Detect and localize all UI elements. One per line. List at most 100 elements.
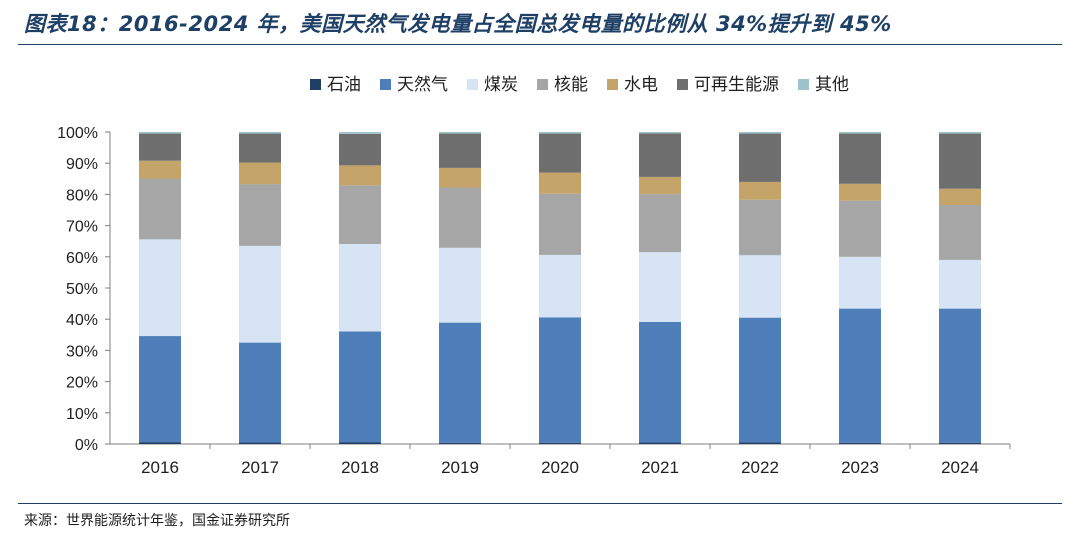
legend-item: 可再生能源 bbox=[677, 75, 779, 95]
x-tick-label: 2019 bbox=[441, 458, 479, 477]
bar-stack bbox=[439, 132, 481, 444]
bar-stack bbox=[139, 132, 181, 444]
bar-segment bbox=[239, 184, 281, 246]
legend-label: 石油 bbox=[327, 75, 361, 95]
bar-segment bbox=[439, 442, 481, 444]
bar-stack bbox=[739, 132, 781, 444]
bar-segment bbox=[539, 193, 581, 255]
bar-segment bbox=[239, 442, 281, 444]
bar-segment bbox=[239, 133, 281, 163]
bar-segment bbox=[539, 132, 581, 134]
x-tick-label: 2017 bbox=[241, 458, 279, 477]
bar-stack bbox=[539, 132, 581, 444]
bar-segment bbox=[439, 132, 481, 134]
y-tick-label: 60% bbox=[66, 250, 98, 267]
bar-segment bbox=[139, 133, 181, 161]
legend-label: 水电 bbox=[624, 75, 658, 95]
bar-segment bbox=[439, 322, 481, 443]
bar-segment bbox=[739, 181, 781, 200]
x-tick-label: 2020 bbox=[541, 458, 579, 477]
bar-segment bbox=[639, 252, 681, 323]
bar-segment bbox=[739, 133, 781, 182]
bar-segment bbox=[639, 442, 681, 444]
y-tick-label: 0% bbox=[75, 437, 98, 454]
bar-segment bbox=[839, 200, 881, 257]
legend-label: 其他 bbox=[815, 75, 849, 95]
bar-stack bbox=[839, 132, 881, 444]
bar-segment bbox=[739, 255, 781, 318]
bar-segment bbox=[139, 132, 181, 134]
bar-segment bbox=[639, 132, 681, 134]
y-tick-label: 90% bbox=[66, 156, 98, 173]
bar-segment bbox=[339, 185, 381, 245]
legend-swatch bbox=[467, 79, 478, 90]
bar-segment bbox=[239, 342, 281, 443]
y-tick-label: 50% bbox=[66, 281, 98, 298]
legend-item: 其他 bbox=[798, 75, 849, 95]
bar-segment bbox=[439, 247, 481, 323]
bar-segment bbox=[439, 187, 481, 248]
bar-segment bbox=[439, 133, 481, 168]
legend-swatch bbox=[380, 79, 391, 90]
bar-segment bbox=[739, 442, 781, 444]
bar-segment bbox=[839, 183, 881, 201]
x-tick-label: 2023 bbox=[841, 458, 879, 477]
bar-segment bbox=[939, 442, 981, 444]
bar-segment bbox=[339, 244, 381, 332]
title-rule bbox=[18, 44, 1062, 45]
bar-segment bbox=[139, 160, 181, 179]
bar-segment bbox=[939, 133, 981, 189]
bar-segment bbox=[539, 442, 581, 444]
source-rule bbox=[18, 503, 1062, 504]
bar-segment bbox=[539, 254, 581, 318]
bar-segment bbox=[839, 256, 881, 309]
bar-segment bbox=[739, 199, 781, 256]
bar-segment bbox=[739, 132, 781, 134]
stacked-bar-chart: 石油 天然气 煤炭 核能 水电 可再生能源 其他 0% 10% 20% 30% 40% 50% 60% 70… bbox=[57, 75, 1011, 477]
bar-segment bbox=[539, 317, 581, 443]
legend-swatch bbox=[798, 79, 809, 90]
bar-segment bbox=[239, 162, 281, 185]
bar-segment bbox=[839, 132, 881, 134]
bar-segment bbox=[339, 133, 381, 166]
bar-segment bbox=[539, 172, 581, 194]
y-tick-label: 40% bbox=[66, 312, 98, 329]
legend-item: 天然气 bbox=[380, 75, 448, 95]
x-tick-label: 2022 bbox=[741, 458, 779, 477]
x-tick-label: 2024 bbox=[941, 458, 979, 477]
legend-label: 核能 bbox=[554, 75, 588, 95]
bar-segment bbox=[539, 133, 581, 173]
bar-segment bbox=[939, 308, 981, 443]
legend: 石油 天然气 煤炭 核能 水电 可再生能源 其他 bbox=[310, 75, 849, 95]
bar-segment bbox=[339, 132, 381, 134]
bar-segment bbox=[139, 178, 181, 240]
legend-swatch bbox=[537, 79, 548, 90]
bar-segment bbox=[839, 442, 881, 444]
bar-segment bbox=[139, 239, 181, 337]
y-tick-label: 20% bbox=[66, 375, 98, 392]
bar-segment bbox=[839, 133, 881, 184]
bar-stack bbox=[239, 132, 281, 444]
bar-segment bbox=[639, 194, 681, 253]
bar-segment bbox=[139, 336, 181, 443]
y-tick-label: 10% bbox=[66, 406, 98, 423]
bar-segment bbox=[639, 322, 681, 443]
bar-stack bbox=[339, 132, 381, 444]
x-tick-label: 2018 bbox=[341, 458, 379, 477]
y-tick-label: 70% bbox=[66, 219, 98, 236]
y-tick-label: 80% bbox=[66, 187, 98, 204]
bar-stack bbox=[639, 132, 681, 444]
legend-item: 水电 bbox=[607, 75, 658, 95]
legend-item: 煤炭 bbox=[467, 75, 518, 95]
legend-item: 石油 bbox=[310, 75, 361, 95]
bar-segment bbox=[339, 165, 381, 186]
legend-label: 煤炭 bbox=[484, 75, 518, 95]
bar-segment bbox=[139, 442, 181, 444]
bar-stack bbox=[939, 132, 981, 444]
figure-title: 图表18：2016-2024 年，美国天然气发电量占全国总发电量的比例从 34%… bbox=[24, 12, 892, 36]
legend-swatch bbox=[607, 79, 618, 90]
bar-segment bbox=[839, 308, 881, 443]
legend-item: 核能 bbox=[537, 75, 588, 95]
legend-swatch bbox=[310, 79, 321, 90]
y-tick-label: 30% bbox=[66, 343, 98, 360]
